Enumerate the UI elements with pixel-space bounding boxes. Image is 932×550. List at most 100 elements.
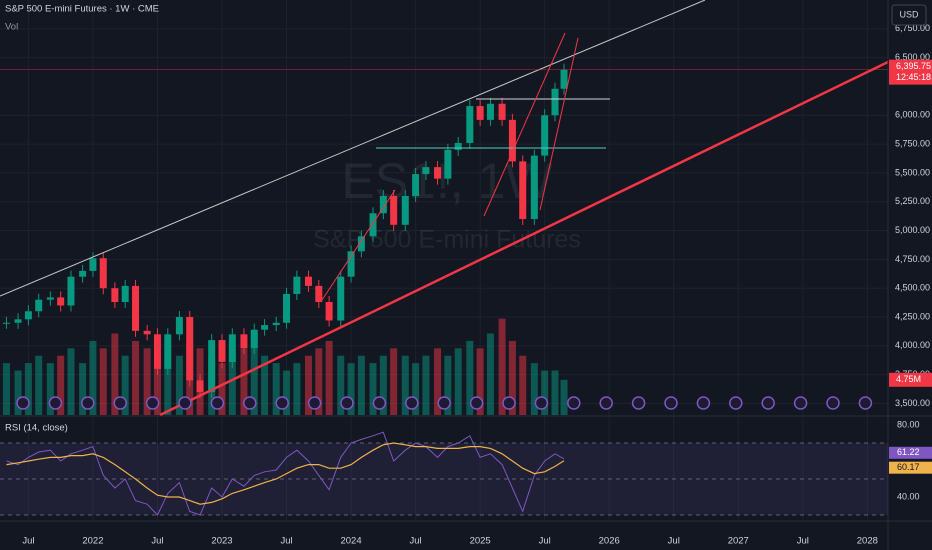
- channel-line: [483, 32, 566, 217]
- candle-body: [283, 293, 291, 323]
- volume-bar: [347, 363, 355, 415]
- volume-bar: [422, 355, 430, 415]
- event-marker: [469, 396, 484, 410]
- y-tick-label: 4,750.00: [895, 254, 930, 264]
- volume-bar: [519, 355, 527, 415]
- candle-body: [121, 285, 129, 303]
- candle-body: [530, 155, 538, 220]
- x-tick-label: 2023: [211, 536, 232, 547]
- y-tick-label: 4,250.00: [895, 311, 930, 321]
- event-marker: [793, 396, 808, 410]
- volume-bar: [315, 348, 323, 415]
- y-tick-label: 4,000.00: [895, 340, 930, 350]
- volume-bar: [175, 355, 183, 415]
- volume-bar: [560, 379, 568, 415]
- rsi-last-box: [889, 446, 932, 459]
- channel-line: [321, 189, 396, 301]
- event-marker: [664, 396, 678, 410]
- volume-last-label: 4.75M: [896, 374, 921, 384]
- candle-body: [143, 330, 151, 335]
- volume-bar: [379, 355, 387, 415]
- volume-bar: [454, 348, 462, 415]
- candle-body: [304, 276, 312, 286]
- volume-bar: [357, 355, 365, 415]
- candle-body: [153, 334, 161, 369]
- candle-body: [272, 322, 280, 326]
- events: [16, 396, 873, 410]
- volume-bar: [250, 333, 258, 415]
- candle-body: [390, 195, 398, 225]
- candle-body: [261, 325, 269, 330]
- candle-body: [519, 161, 527, 220]
- volume-bar: [444, 355, 452, 415]
- volume-bar: [111, 333, 119, 415]
- event-marker: [16, 396, 30, 410]
- candle-body: [14, 319, 22, 323]
- volume-bar: [153, 355, 161, 415]
- candle-body: [560, 69, 568, 89]
- y-tick-label: 4,500.00: [895, 283, 930, 293]
- trend-line: [0, 0, 706, 297]
- candle-body: [196, 380, 204, 392]
- volume-bar: [412, 363, 420, 415]
- candle-body: [46, 297, 54, 300]
- event-marker: [858, 396, 873, 410]
- rsi-ma-last-label: 60.17: [897, 462, 920, 472]
- event-marker: [761, 396, 775, 410]
- candle-body: [325, 302, 333, 321]
- candle-body: [337, 276, 345, 321]
- candle-body: [293, 276, 301, 294]
- candle-body: [422, 167, 430, 175]
- event-marker: [696, 396, 711, 410]
- candle-body: [99, 258, 107, 289]
- event-marker: [405, 396, 419, 410]
- candle-body: [164, 334, 172, 369]
- volume-bar: [89, 340, 97, 415]
- volume-bar: [530, 363, 538, 415]
- candle-body: [186, 317, 194, 381]
- candle-body: [111, 288, 119, 303]
- volume-bar: [218, 363, 226, 415]
- rsi-ma-last-box: [889, 461, 932, 474]
- y-tick-label: 5,250.00: [895, 196, 930, 206]
- event-marker: [567, 396, 581, 410]
- candle-body: [347, 251, 355, 277]
- x-tick-label: Jul: [280, 536, 292, 547]
- rsi-tick-label: 80.00: [897, 419, 920, 429]
- candle-body: [208, 340, 216, 392]
- volume-bar: [551, 370, 559, 415]
- rsi-line: [6, 431, 565, 516]
- currency-button[interactable]: [891, 4, 927, 26]
- candle-body: [444, 149, 452, 179]
- volume-bar: [164, 363, 172, 415]
- chart-title: S&P 500 E-mini Futures · 1W · CME: [5, 4, 159, 15]
- currency[interactable]: USD: [899, 9, 919, 19]
- channel-line: [539, 37, 579, 211]
- rsi-tick-label: 40.00: [897, 491, 920, 501]
- event-marker: [534, 396, 549, 410]
- volume-bar: [79, 363, 87, 415]
- x-tick-label: 2028: [857, 536, 878, 547]
- rsi-pane: [0, 431, 888, 516]
- candle-body: [250, 329, 258, 349]
- volume-bar: [486, 333, 494, 415]
- volume-bars: [2, 318, 568, 415]
- volume-bar: [2, 363, 10, 415]
- volume-bar: [541, 370, 549, 415]
- rsi-ma-line: [6, 442, 565, 505]
- y-tick-label: 5,500.00: [895, 167, 930, 177]
- volume-bar: [508, 340, 516, 415]
- volume-bar: [272, 363, 280, 415]
- event-marker: [437, 396, 451, 410]
- candle-body: [79, 270, 87, 277]
- volume-bar: [121, 355, 129, 415]
- event-marker: [210, 396, 225, 410]
- candle-body: [412, 174, 420, 196]
- volume-bar: [99, 348, 107, 415]
- candle-body: [228, 334, 236, 362]
- countdown: 12:45:18: [896, 72, 931, 82]
- candle-body: [35, 299, 43, 312]
- candles: [2, 63, 568, 398]
